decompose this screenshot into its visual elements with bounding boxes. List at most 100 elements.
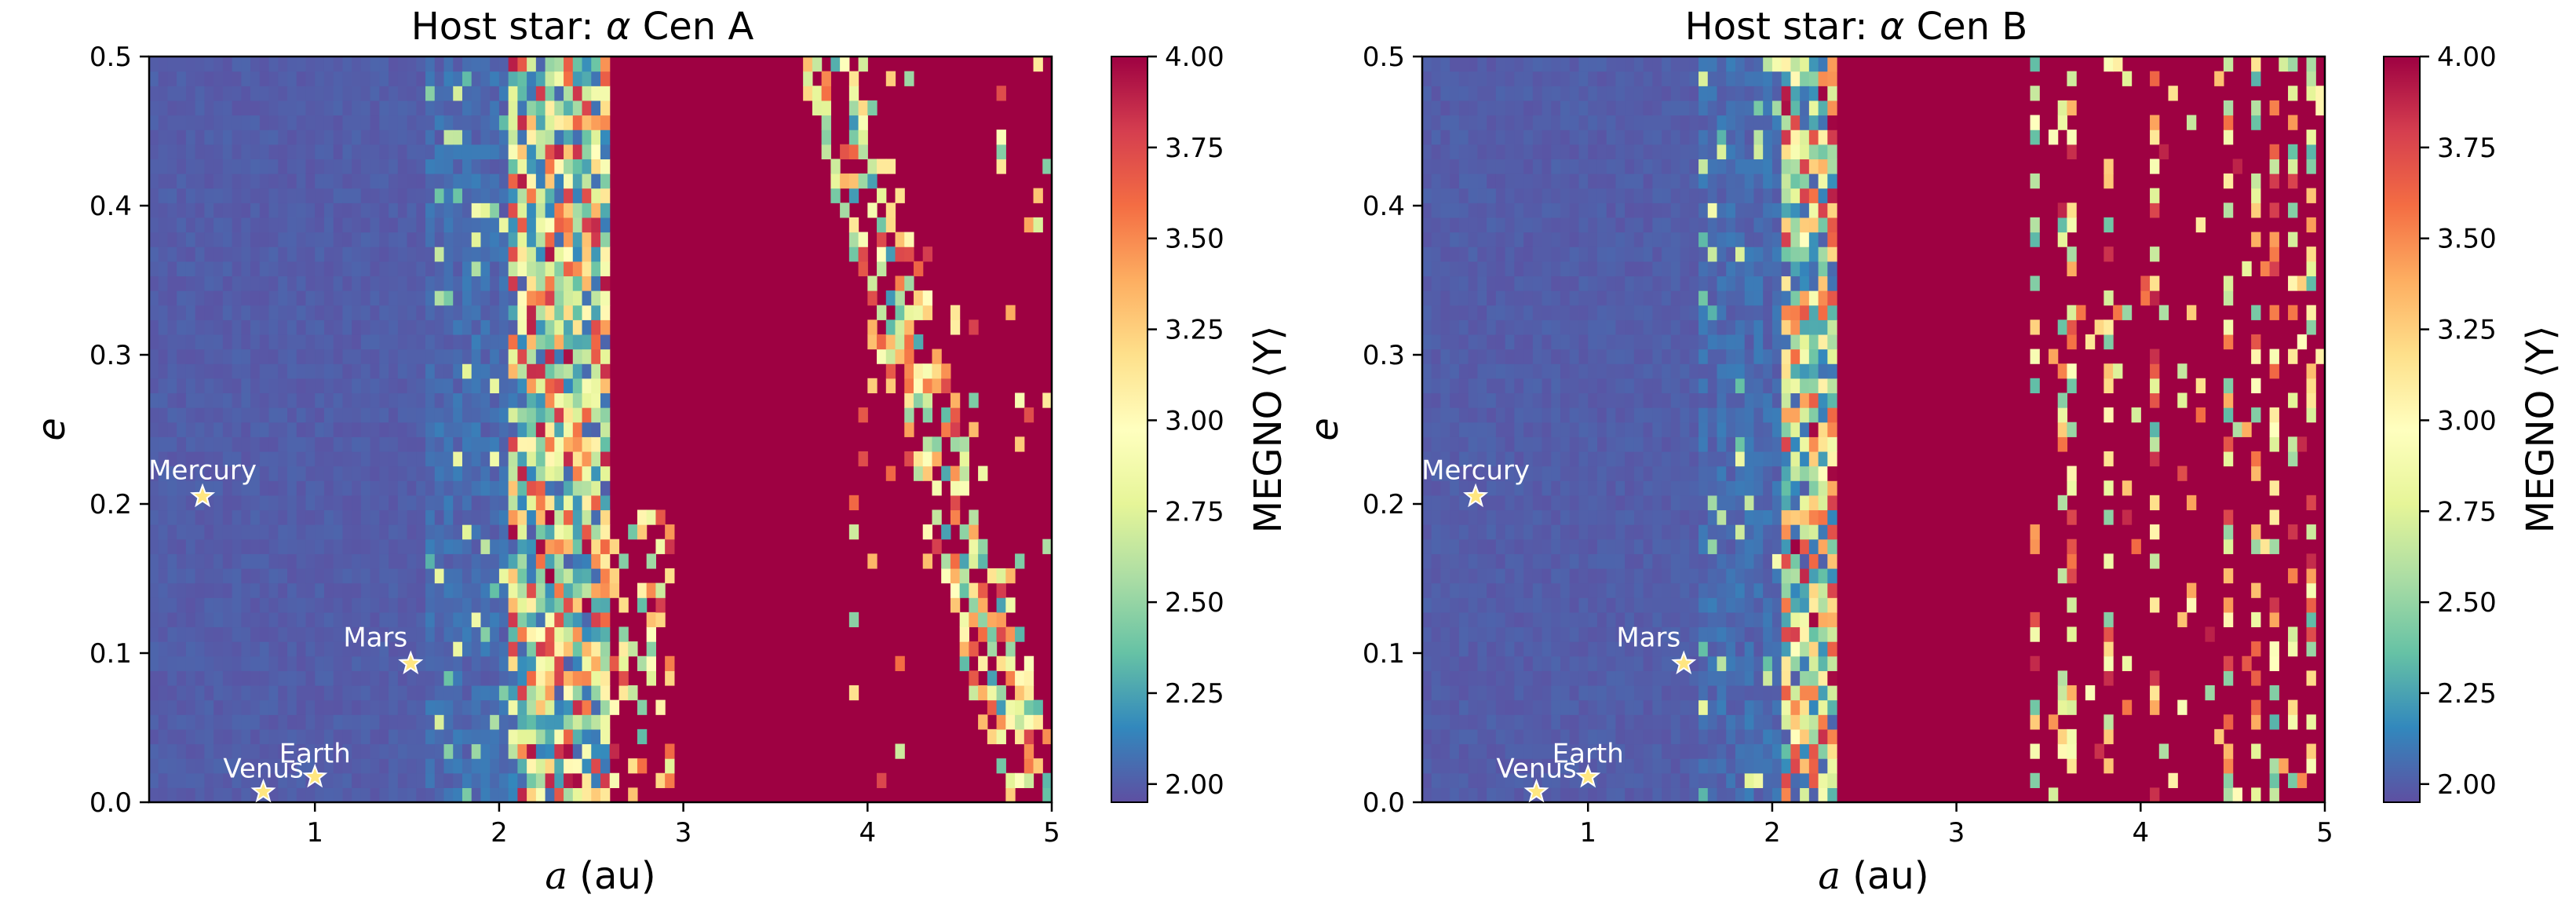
heatmap-cell: [591, 71, 601, 86]
heatmap-cell: [848, 188, 859, 203]
heatmap-cell: [360, 407, 371, 423]
heatmap-cell: [287, 495, 297, 511]
heatmap-cell: [250, 568, 261, 584]
heatmap-cell: [564, 305, 574, 320]
heatmap-cell: [315, 232, 325, 247]
heatmap-cell: [1625, 378, 1635, 394]
heatmap-cell: [1771, 787, 1782, 803]
heatmap-cell: [287, 714, 297, 730]
heatmap-cell: [1569, 582, 1580, 598]
heatmap-cell: [480, 655, 491, 671]
planet-label-venus: Venus: [223, 754, 303, 785]
heatmap-cell: [323, 480, 334, 496]
heatmap-cell: [333, 378, 344, 394]
heatmap-cell: [1523, 641, 1534, 657]
heatmap-cell: [1596, 465, 1607, 481]
heatmap-cell: [1753, 392, 1764, 408]
heatmap-cell: [1560, 670, 1571, 686]
heatmap-cell: [950, 597, 961, 613]
heatmap-cell: [323, 582, 334, 598]
heatmap-cell: [360, 714, 371, 730]
heatmap-cell: [149, 173, 159, 189]
heatmap-cell: [996, 655, 1006, 671]
heatmap-cell: [517, 538, 527, 554]
heatmap-cell: [1707, 349, 1718, 364]
heatmap-cell: [1781, 100, 1791, 116]
heatmap-cell: [1569, 568, 1580, 584]
heatmap-cell: [600, 699, 611, 715]
heatmap-cell: [443, 363, 454, 379]
heatmap-cell: [352, 246, 362, 262]
heatmap-cell: [177, 392, 187, 408]
heatmap-cell: [352, 436, 362, 452]
heatmap-cell: [554, 641, 564, 657]
heatmap-cell: [545, 728, 555, 745]
heatmap-cell: [1763, 758, 1773, 774]
heatmap-cell: [342, 363, 352, 379]
heatmap-cell: [333, 568, 344, 584]
heatmap-cell: [443, 144, 454, 159]
heatmap-cell: [241, 480, 251, 496]
heatmap-cell: [858, 115, 868, 130]
heatmap-cell: [1532, 378, 1543, 394]
heatmap-cell: [416, 597, 426, 613]
heatmap-cell: [1450, 597, 1460, 613]
heatmap-cell: [1698, 363, 1709, 379]
heatmap-cell: [443, 159, 454, 174]
heatmap-cell: [204, 597, 214, 613]
heatmap-cell: [379, 130, 389, 145]
heatmap-cell: [1662, 319, 1672, 335]
heatmap-cell: [1523, 57, 1534, 72]
heatmap-cell: [1698, 451, 1709, 467]
heatmap-cell: [508, 655, 518, 671]
heatmap-cell: [315, 290, 325, 306]
heatmap-cell: [379, 758, 389, 774]
heatmap-cell: [1680, 188, 1690, 203]
heatmap-cell: [222, 684, 233, 701]
heatmap-cell: [1468, 334, 1478, 350]
heatmap-cell: [453, 611, 463, 628]
heatmap-cell: [425, 509, 436, 525]
heatmap-cell: [1487, 772, 1497, 788]
heatmap-cell: [370, 71, 380, 86]
heatmap-cell: [1560, 743, 1571, 759]
heatmap-cell: [185, 86, 196, 101]
heatmap-cell: [1763, 232, 1773, 247]
heatmap-cell: [370, 334, 380, 350]
heatmap-cell: [1422, 728, 1432, 745]
heatmap-cell: [462, 392, 473, 408]
heatmap-cell: [443, 86, 454, 101]
heatmap-cell: [1753, 495, 1764, 511]
heatmap-cell: [379, 538, 389, 554]
heatmap-cell: [185, 422, 196, 437]
heatmap-cell: [1717, 159, 1727, 174]
heatmap-cell: [1588, 524, 1598, 540]
heatmap-cell: [278, 276, 288, 291]
heatmap-cell: [1771, 276, 1782, 291]
heatmap-cell: [268, 772, 279, 788]
heatmap-cell: [370, 538, 380, 554]
heatmap-cell: [1431, 641, 1442, 657]
heatmap-cell: [1670, 728, 1681, 745]
heatmap-cell: [1440, 378, 1450, 394]
heatmap-cell: [389, 261, 399, 277]
heatmap-cell: [434, 787, 445, 803]
heatmap-cell: [1633, 144, 1644, 159]
heatmap-cell: [1606, 349, 1617, 364]
heatmap-cell: [370, 407, 380, 423]
heatmap-cell: [1717, 232, 1727, 247]
heatmap-cell: [425, 582, 436, 598]
heatmap-cell: [1487, 115, 1497, 130]
heatmap-cell: [1532, 71, 1543, 86]
heatmap-cell: [167, 553, 177, 569]
heatmap-cell: [1707, 334, 1718, 350]
heatmap-cell: [296, 670, 307, 686]
heatmap-cell: [895, 743, 905, 759]
heatmap-cell: [1717, 538, 1727, 554]
heatmap-cell: [591, 611, 601, 628]
heatmap-cell: [370, 480, 380, 496]
heatmap-cell: [462, 159, 473, 174]
heatmap-cell: [1505, 728, 1515, 745]
heatmap-cell: [1662, 728, 1672, 745]
heatmap-cell: [527, 71, 537, 86]
